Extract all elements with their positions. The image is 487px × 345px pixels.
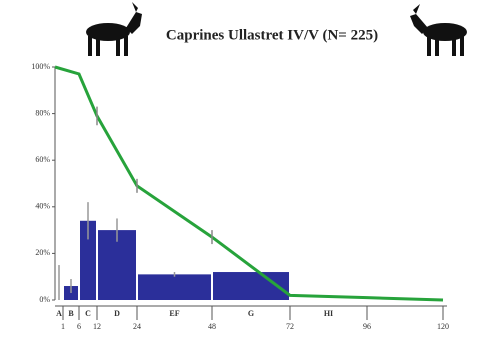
x-tick-label: 12	[93, 322, 101, 331]
bar	[138, 274, 211, 300]
class-label: G	[248, 309, 254, 318]
goat-left	[86, 2, 142, 56]
y-tick-label: 80%	[35, 108, 50, 117]
y-tick-label: 100%	[31, 62, 50, 71]
chart-title: Caprines Ullastret IV/V (N= 225)	[166, 27, 378, 43]
y-tick-label: 20%	[35, 248, 50, 257]
class-label: A	[56, 309, 62, 318]
class-label: D	[114, 309, 120, 318]
x-tick-label: 72	[286, 322, 294, 331]
y-tick-label: 60%	[35, 155, 50, 164]
survival-line	[54, 65, 444, 302]
class-label: EF	[169, 309, 179, 318]
x-tick-label: 24	[133, 322, 141, 331]
goat-right	[410, 4, 467, 56]
class-label: C	[85, 309, 91, 318]
y-tick-label: 0%	[39, 295, 50, 304]
x-tick-label: 6	[77, 322, 81, 331]
class-label: B	[68, 309, 74, 318]
x-tick-label: 120	[437, 322, 449, 331]
x-tick-label: 48	[208, 322, 216, 331]
x-tick-label: 96	[363, 322, 371, 331]
y-tick-label: 40%	[35, 202, 50, 211]
x-tick-label: 1	[61, 322, 65, 331]
class-label: HI	[324, 309, 333, 318]
bar	[80, 220, 96, 300]
